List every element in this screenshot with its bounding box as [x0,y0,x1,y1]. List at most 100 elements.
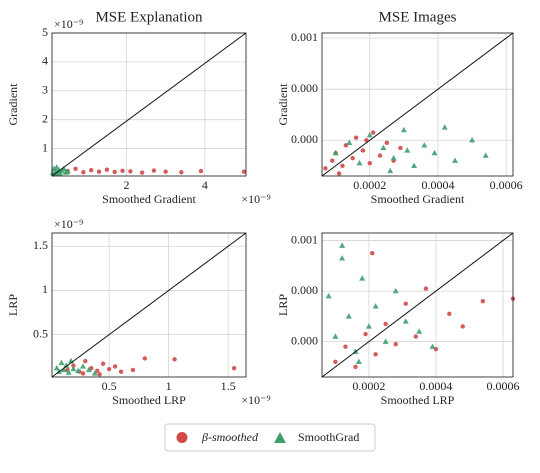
x-tick-label: 0.0004 [419,379,452,393]
point [65,369,72,375]
point [343,344,348,349]
point [332,333,339,339]
diagonal [51,32,247,177]
y-tick-label: 0.000 [291,333,318,347]
point [346,139,353,146]
point [106,366,112,372]
point [95,368,100,374]
point [81,170,86,175]
y-tick-label: 1 [42,140,48,154]
point [96,169,102,174]
point [151,168,157,173]
panel: 2 4 1 2 3 4 5 MSE Explanation Smoothed Gradient G… [6,9,271,205]
axes-frame [321,32,514,177]
y-tick-label: 0.001 [291,30,318,44]
point [363,331,368,337]
point [431,149,438,156]
point [142,356,148,361]
point [53,164,60,170]
point [75,367,82,374]
diagonal [321,32,514,177]
point [365,323,372,329]
point [179,170,184,175]
point [384,140,390,146]
point [398,145,403,151]
point [380,144,387,151]
point [411,162,418,168]
point [423,286,429,291]
point [58,359,65,366]
point [353,364,358,370]
x-tick-label: 0.0006 [486,379,519,393]
y-tick-label: 0.5 [33,326,48,340]
point [112,169,117,175]
x-tick-label: 0.5 [102,379,117,393]
panel: 0.0002 0.0004 0.0006 0.000 0.000 0.001 MSE Ima… [276,9,523,205]
point [60,165,67,171]
point [355,358,362,365]
point [91,370,98,376]
point [339,255,346,261]
x-tick-label: 0.0002 [353,178,386,192]
legend-label: SmoothGrad [298,430,359,444]
point [353,135,359,140]
point [88,168,94,173]
y-tick-label: 0.000 [291,283,318,297]
x-tick-label: 2 [123,178,129,192]
point [112,364,118,369]
point [360,148,366,153]
point [73,166,78,171]
legend-marker [274,432,286,443]
point [372,303,379,309]
point [336,171,342,176]
point [323,166,328,171]
point [53,364,60,371]
point [241,169,247,174]
point [403,301,408,306]
point [345,313,352,319]
point [370,130,376,135]
point [387,167,394,174]
y-axis-label: Gradient [276,83,290,126]
point [452,157,459,163]
point [392,287,399,294]
point [429,343,436,349]
x-axis-label: Smoothed Gradient [371,192,465,206]
y-axis-label: LRP [276,294,290,316]
point [382,338,389,344]
y-offset-text: ×10⁻⁹ [54,17,83,31]
point [85,366,92,373]
point [367,161,372,166]
y-tick-label: 1 [42,282,48,296]
point [482,152,489,158]
axes-frame [51,32,247,177]
legend-label: β-smoothed [201,430,259,444]
panel-title: MSE Explanation [95,9,203,25]
point [79,363,86,369]
point [83,358,88,364]
y-tick-label: 0.000 [291,132,318,146]
point [350,155,355,161]
point [100,361,106,366]
point [402,318,409,324]
legend-box [164,423,376,452]
point [413,334,419,339]
point [356,160,363,166]
point [421,142,428,148]
point [366,131,373,138]
point [330,158,335,163]
y-axis-label: Gradient [6,83,20,126]
point [404,147,411,153]
x-tick-label: 1 [166,379,172,393]
point [128,169,133,174]
panel-title: MSE Images [379,9,457,25]
point [393,341,398,347]
x-offset-text: ×10⁻⁹ [241,192,270,206]
point [390,154,397,161]
y-offset-text: ×10⁻⁹ [54,217,83,231]
point [370,251,375,256]
y-tick-label: 0.000 [291,81,318,95]
y-tick-label: 2 [42,111,48,125]
point [60,366,67,373]
